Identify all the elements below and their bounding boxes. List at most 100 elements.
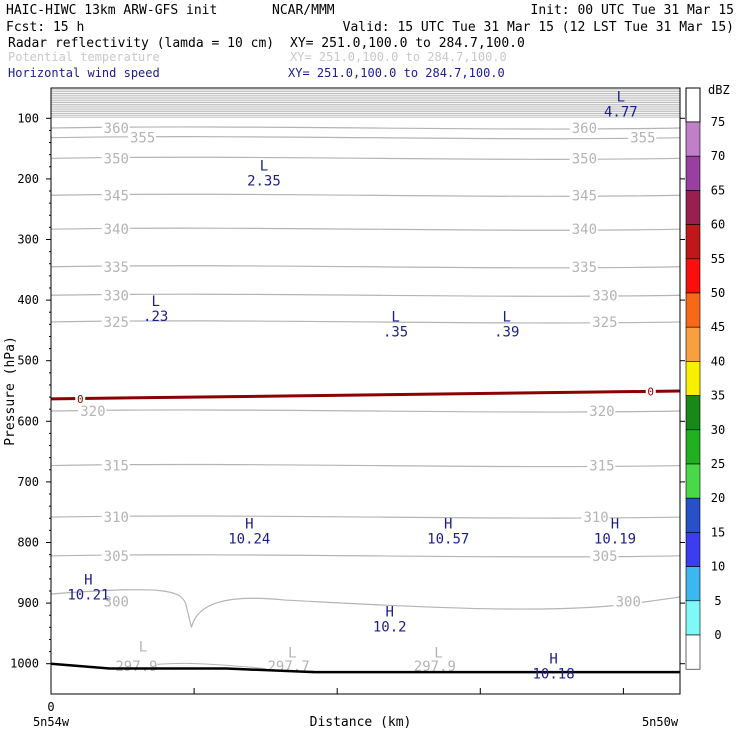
- theta-label-bg: [590, 547, 619, 564]
- wind-extremum-value: .23: [143, 309, 168, 325]
- theta-label: 360: [572, 121, 597, 137]
- field-name-wind: Horizontal wind speed: [8, 66, 160, 80]
- theta-label-bg: [569, 187, 598, 204]
- colorbar-swatch: [685, 292, 701, 328]
- field-xy-wind: XY= 251.0,100.0 to 284.7,100.0: [288, 66, 505, 80]
- colorbar-tick-label: 55: [711, 252, 725, 266]
- theta-label: 315: [589, 459, 614, 475]
- theta-low-symbol: L: [434, 646, 442, 662]
- theta-label-bg: [101, 287, 130, 304]
- theta-label: 350: [104, 151, 129, 167]
- field-xy-theta: XY= 251.0,100.0 to 284.7,100.0: [290, 50, 507, 64]
- colorbar-tick-label: 50: [711, 286, 725, 300]
- theta-label: 330: [592, 288, 617, 304]
- wind-extremum-symbol: H: [386, 604, 394, 620]
- colorbar-swatch: [685, 566, 701, 602]
- theta-label-bg: [101, 457, 130, 474]
- wind-extremum-value: 2.35: [247, 173, 281, 189]
- y-tick-label: 1000: [10, 657, 39, 671]
- colorbar-swatch: [685, 326, 701, 362]
- theta-label: 360: [104, 121, 129, 137]
- wind-extremum-symbol: H: [245, 517, 253, 533]
- terrain-line: [51, 662, 680, 674]
- theta-label-bg: [101, 119, 130, 136]
- wind-extremum-symbol: H: [444, 517, 452, 533]
- wind-extremum-symbol: L: [151, 294, 159, 310]
- forecast-hour: Fcst: 15 h: [6, 20, 84, 35]
- theta-label-bg: [127, 129, 156, 146]
- theta-label: 297.9: [115, 659, 157, 675]
- y-tick-label: 200: [17, 172, 39, 186]
- wind-extremum-value: 4.77: [604, 104, 638, 120]
- colorbar-tick-label: 60: [711, 218, 725, 232]
- colorbar-tick-label: 25: [711, 457, 725, 471]
- theta-label-bg: [569, 258, 598, 275]
- theta-label-bg: [78, 402, 107, 419]
- field-name-reflectivity: Radar reflectivity (lamda = 10 cm): [8, 36, 274, 51]
- colorbar-unit: dBZ: [708, 83, 730, 97]
- colorbar-top-cap: [685, 87, 701, 123]
- colorbar-tick-label: 15: [711, 525, 725, 539]
- theta-label: 345: [572, 188, 597, 204]
- theta-label-bg: [101, 221, 130, 238]
- theta-label: 310: [104, 510, 129, 526]
- colorbar-swatch: [685, 155, 701, 191]
- colorbar-swatch: [685, 429, 701, 465]
- y-tick-label: 800: [17, 536, 39, 550]
- theta-label: 320: [80, 404, 105, 420]
- x-tick-label: 0: [47, 700, 54, 714]
- theta-label: 335: [572, 260, 597, 276]
- theta-label: 355: [630, 131, 655, 147]
- theta-label: 355: [130, 131, 155, 147]
- theta-low-symbol: L: [139, 640, 147, 656]
- colorbar-tick-label: 70: [711, 149, 725, 163]
- colorbar-tick-label: 20: [711, 491, 725, 505]
- theta-label: 300: [616, 594, 641, 610]
- theta-label-bg: [569, 119, 598, 136]
- theta-label: 305: [592, 549, 617, 565]
- colorbar-swatch: [685, 121, 701, 157]
- theta-low-symbol: L: [288, 646, 296, 662]
- theta-label: 340: [572, 222, 597, 238]
- theta-contour-315: [51, 463, 680, 468]
- zero-line-label: 0: [77, 393, 84, 406]
- zero-line-label: 0: [647, 386, 654, 399]
- theta-label: 315: [104, 459, 129, 475]
- colorbar-swatch: [685, 463, 701, 499]
- colorbar-swatch: [685, 532, 701, 567]
- wind-extremum-symbol: L: [503, 309, 511, 325]
- colorbar-swatch: [685, 497, 701, 533]
- y-tick-label: 100: [17, 111, 39, 125]
- wind-extremum-value: 10.19: [594, 532, 636, 548]
- theta-label: 325: [104, 315, 129, 331]
- theta-label: 310: [583, 510, 608, 526]
- colorbar-tick-label: 0: [714, 628, 721, 642]
- colorbar-swatch: [685, 395, 701, 431]
- theta-label: 340: [104, 222, 129, 238]
- theta-label-bg: [581, 509, 610, 526]
- wind-extremum-value: .39: [494, 324, 519, 340]
- wind-extremum-symbol: H: [84, 572, 92, 588]
- field-xy-reflectivity: XY= 251.0,100.0 to 284.7,100.0: [290, 36, 525, 51]
- wind-extremum-symbol: L: [617, 89, 625, 105]
- theta-label-bg: [101, 150, 130, 167]
- theta-label: 345: [104, 188, 129, 204]
- colorbar-swatch: [685, 600, 701, 636]
- colorbar-swatch: [685, 634, 701, 670]
- y-axis-label: Pressure (hPa): [3, 336, 18, 446]
- theta-label-bg: [101, 258, 130, 275]
- colorbar-tick-label: 30: [711, 423, 725, 437]
- theta-label-bg: [101, 187, 130, 204]
- wind-extremum-symbol: H: [549, 652, 557, 668]
- y-tick-label: 300: [17, 233, 39, 247]
- wind-extremum-value: 10.18: [532, 667, 574, 683]
- theta-label: 305: [104, 549, 129, 565]
- wind-extremum-value: 10.21: [67, 587, 109, 603]
- model-title: HAIC-HIWC 13km ARW-GFS init: [6, 3, 217, 18]
- colorbar-tick-label: 65: [711, 183, 725, 197]
- wind-extremum-symbol: L: [260, 158, 268, 174]
- zero-label-bg: [75, 392, 86, 405]
